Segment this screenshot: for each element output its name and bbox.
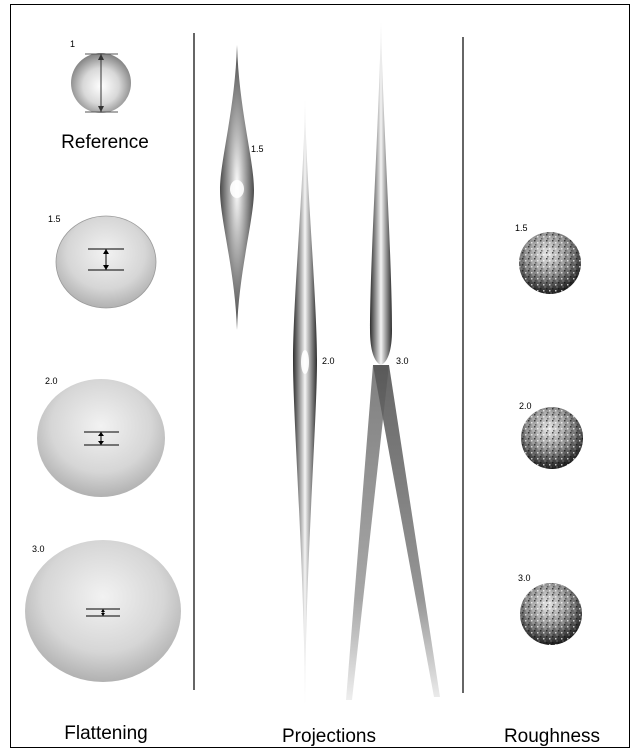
column-title-projections: Projections — [282, 726, 376, 747]
flattening-factor-label: 1.5 — [48, 214, 61, 224]
projection-1-5 — [220, 45, 254, 330]
roughness-factor-label: 2.0 — [519, 401, 532, 411]
flattened-spheroid-3-0 — [25, 540, 181, 682]
projection-factor-label: 2.0 — [322, 356, 335, 366]
column-title-roughness: Roughness — [504, 726, 600, 747]
roughness-factor-label: 3.0 — [518, 573, 531, 583]
reference-factor-label: 1 — [70, 39, 75, 49]
roughness-factor-label: 1.5 — [515, 223, 528, 233]
reference-sphere — [71, 53, 131, 113]
flattened-spheroid-2-0 — [37, 379, 165, 497]
projection-3-0 — [346, 22, 440, 700]
projection-factor-label: 3.0 — [396, 356, 409, 366]
projection-factor-label: 1.5 — [251, 144, 264, 154]
flattening-factor-label: 2.0 — [45, 376, 58, 386]
flattening-factor-label: 3.0 — [32, 544, 45, 554]
rough-sphere-1-5 — [519, 232, 581, 294]
flattened-spheroid-1-5 — [55, 215, 157, 309]
rough-sphere-3-0 — [520, 583, 582, 645]
figure-frame — [10, 4, 630, 748]
reference-label: Reference — [61, 132, 149, 153]
projection-2-0 — [293, 100, 317, 705]
rough-sphere-2-0 — [521, 407, 583, 469]
column-title-flattening: Flattening — [64, 723, 147, 744]
